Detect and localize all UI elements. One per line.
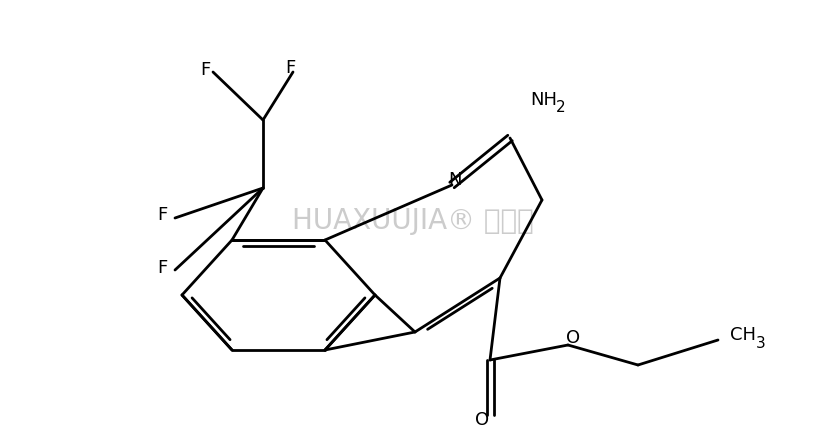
Text: 3: 3 [756, 336, 766, 351]
Text: O: O [475, 411, 489, 429]
Text: F: F [200, 61, 210, 79]
Text: HUAXUUJIA® 化学加: HUAXUUJIA® 化学加 [292, 207, 534, 235]
Text: NH: NH [530, 91, 557, 109]
Text: 2: 2 [556, 101, 566, 116]
Text: F: F [157, 259, 167, 277]
Text: F: F [285, 59, 295, 77]
Text: F: F [157, 206, 167, 224]
Text: N: N [449, 171, 462, 189]
Text: O: O [566, 329, 580, 347]
Text: CH: CH [730, 326, 756, 344]
